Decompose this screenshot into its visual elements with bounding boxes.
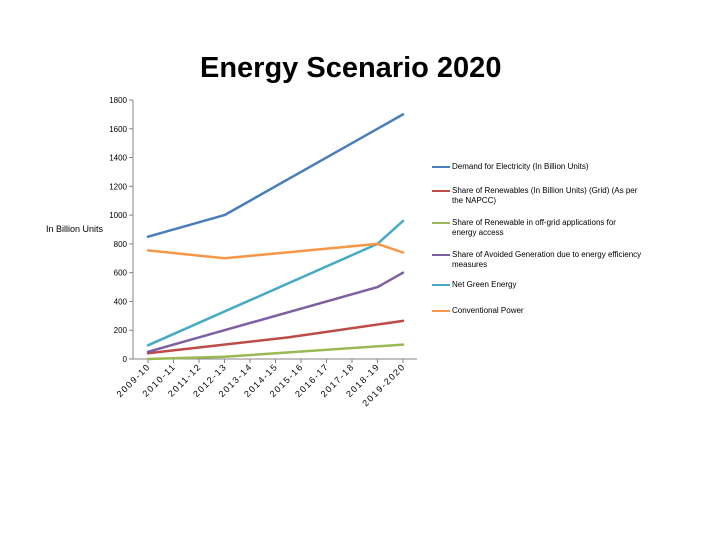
legend-swatch xyxy=(432,254,450,256)
legend-swatch xyxy=(432,190,450,192)
y-tick-label: 400 xyxy=(114,297,128,306)
series-line-3 xyxy=(146,343,405,361)
legend-item: Demand for Electricity (In Billion Units… xyxy=(432,162,642,172)
legend-swatch xyxy=(432,166,450,168)
y-tick-label: 200 xyxy=(114,326,128,335)
legend-item: Net Green Energy xyxy=(432,280,642,290)
legend-item: Share of Renewable in off-grid applicati… xyxy=(432,218,642,238)
y-tick-label: 1200 xyxy=(109,182,127,191)
legend-label: Net Green Energy xyxy=(452,280,517,289)
series-line-4 xyxy=(146,271,405,354)
legend-item: Share of Avoided Generation due to energ… xyxy=(432,250,642,270)
legend-item: Conventional Power xyxy=(432,306,642,316)
y-axis-label: In Billion Units xyxy=(46,224,104,234)
y-tick-label: 600 xyxy=(114,269,128,278)
y-tick-label: 0 xyxy=(123,355,128,364)
legend: Demand for Electricity (In Billion Units… xyxy=(432,162,642,316)
legend-swatch xyxy=(432,310,450,312)
chart-title: Energy Scenario 2020 xyxy=(200,52,502,84)
y-tick-label: 1600 xyxy=(109,125,127,134)
series-lines xyxy=(146,113,405,361)
legend-swatch xyxy=(432,222,450,224)
series-line-2 xyxy=(146,319,405,355)
legend-label: Share of Renewable in off-grid applicati… xyxy=(452,218,616,237)
legend-item: Share of Renewables (In Billion Units) (… xyxy=(432,186,642,206)
y-tick-label: 1000 xyxy=(109,211,127,220)
y-tick-label: 1400 xyxy=(109,154,127,163)
legend-label: Share of Avoided Generation due to energ… xyxy=(452,250,642,269)
legend-label: Share of Renewables (In Billion Units) (… xyxy=(452,186,638,205)
series-line-1 xyxy=(146,113,405,238)
y-tick-label: 800 xyxy=(114,240,128,249)
legend-swatch xyxy=(432,284,450,286)
legend-label: Conventional Power xyxy=(452,306,524,315)
series-line-6 xyxy=(146,242,405,260)
y-tick-label: 1800 xyxy=(109,96,127,105)
legend-label: Demand for Electricity (In Billion Units… xyxy=(452,162,589,171)
